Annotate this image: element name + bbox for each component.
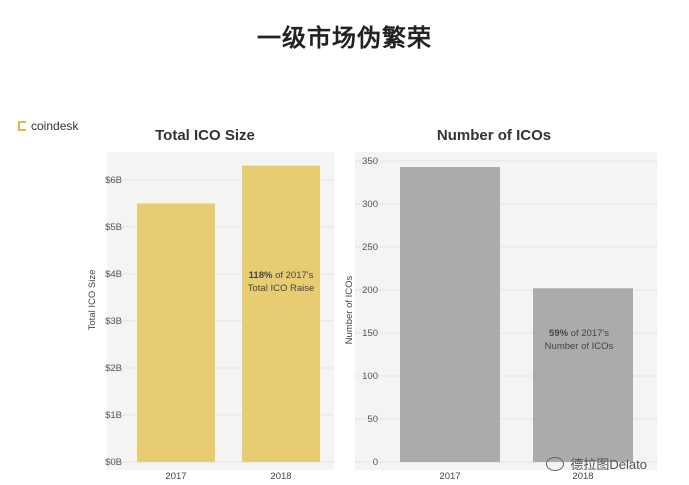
brand-name: coindesk bbox=[31, 119, 79, 133]
chart2-bar-2017 bbox=[400, 167, 500, 462]
wechat-icon bbox=[546, 456, 565, 471]
chart2-ytick-label: 0 bbox=[373, 457, 378, 468]
chart2-ytick-label: 200 bbox=[362, 285, 378, 296]
chart2-title: Number of ICOs bbox=[437, 127, 551, 144]
chart1-xtick-label: 2017 bbox=[165, 471, 186, 482]
chart1-ylabel: Total ICO Size bbox=[87, 270, 98, 331]
chart1-ytick-label: $5B bbox=[105, 222, 122, 233]
chart2-annotation-text: of 2017's bbox=[568, 328, 609, 339]
chart2-ytick-label: 150 bbox=[362, 328, 378, 339]
chart2-bar-2018 bbox=[533, 288, 633, 462]
watermark: 德拉图Delato bbox=[546, 454, 647, 473]
coindesk-logo: coindesk bbox=[18, 119, 78, 133]
chart1-annotation-percent: 118% bbox=[249, 270, 273, 281]
chart1-ytick-label: $6B bbox=[105, 175, 122, 186]
chart1-bar-2018 bbox=[242, 165, 320, 462]
chart2-ylabel: Number of ICOs bbox=[344, 275, 355, 344]
chart1-ytick-label: $3B bbox=[105, 316, 122, 327]
chart2-ytick-label: 250 bbox=[362, 242, 378, 253]
chart1-annotation-line1: 118% of 2017's bbox=[249, 270, 314, 281]
chart2-annotation-percent: 59% bbox=[549, 328, 569, 339]
chart2-ytick-label: 50 bbox=[367, 414, 378, 425]
chart1-annotation-line2: Total ICO Raise bbox=[248, 283, 315, 294]
chart2-ytick-label: 350 bbox=[362, 156, 378, 167]
chart1-ytick-label: $0B bbox=[105, 457, 122, 468]
chart1-bar-2017 bbox=[137, 203, 215, 462]
chart1-ytick-label: $2B bbox=[105, 363, 122, 374]
chart2-annotation-line1: 59% of 2017's bbox=[549, 328, 609, 339]
chart2-annotation-line2: Number of ICOs bbox=[545, 341, 614, 352]
watermark-text: 德拉图Delato bbox=[570, 457, 647, 472]
coindesk-logo-icon bbox=[18, 121, 26, 131]
chart1-title: Total ICO Size bbox=[155, 127, 255, 144]
chart2-xtick-label: 2017 bbox=[439, 471, 460, 482]
chart1-annotation-text: of 2017's bbox=[272, 270, 313, 281]
chart2-ytick-label: 300 bbox=[362, 199, 378, 210]
chart2-xtick-label: 2018 bbox=[572, 471, 593, 482]
chart2-ytick-label: 100 bbox=[362, 371, 378, 382]
page-title: 一级市场伪繁荣 bbox=[257, 24, 432, 52]
chart1-ytick-label: $1B bbox=[105, 410, 122, 421]
chart1-xtick-label: 2018 bbox=[270, 471, 291, 482]
chart1-ytick-label: $4B bbox=[105, 269, 122, 280]
